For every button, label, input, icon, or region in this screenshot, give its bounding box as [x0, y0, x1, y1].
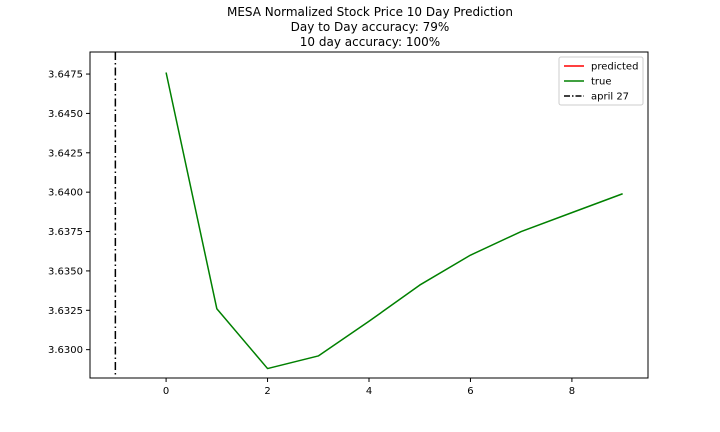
- series-layer: [165, 72, 623, 370]
- y-tick-label: 3.6375: [48, 227, 83, 238]
- legend: predicted true april 27: [558, 56, 644, 106]
- x-tick-label: 2: [264, 386, 270, 397]
- legend-label-april-27: april 27: [591, 92, 629, 103]
- plot-area: [89, 51, 649, 379]
- series-line-true: [165, 72, 623, 370]
- y-tick-label: 3.6475: [48, 70, 83, 81]
- chart-title-line-2: Day to Day accuracy: 79%: [291, 20, 450, 34]
- chart-title-line-1: MESA Normalized Stock Price 10 Day Predi…: [227, 5, 513, 19]
- x-tick-label: 8: [569, 386, 575, 397]
- x-tick-label: 4: [366, 386, 372, 397]
- y-tick-label: 3.6450: [48, 109, 83, 120]
- x-tick-label: 6: [467, 386, 473, 397]
- legend-box: [558, 56, 644, 106]
- y-tick-label: 3.6425: [48, 148, 83, 159]
- legend-label-true: true: [591, 77, 612, 88]
- y-tick-label: 3.6400: [48, 188, 83, 199]
- y-tick-label: 3.6325: [48, 306, 83, 317]
- chart-title-line-3: 10 day accuracy: 100%: [300, 35, 440, 49]
- x-tick-label: 0: [163, 386, 169, 397]
- y-axis: 3.6300 3.6325 3.6350 3.6375 3.6400 3.6425 3.64…: [48, 70, 90, 356]
- y-tick-label: 3.6300: [48, 345, 83, 356]
- x-axis: 0 2 4 6 8: [163, 378, 575, 397]
- y-tick-label: 3.6350: [48, 266, 83, 277]
- legend-label-predicted: predicted: [591, 62, 638, 73]
